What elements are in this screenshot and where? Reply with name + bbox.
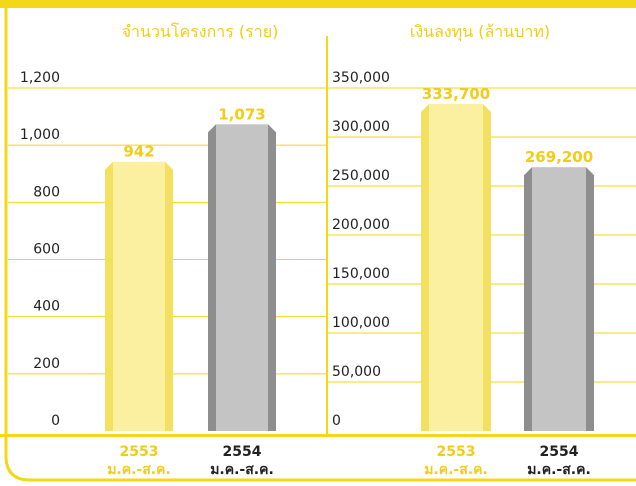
y-tick-label: 350,000 (332, 70, 390, 86)
header-banner (0, 0, 636, 8)
x-category-year: 2554 (223, 444, 262, 460)
bar-side-left (421, 103, 429, 431)
bar-2554 (208, 124, 276, 431)
bar-2553 (421, 103, 491, 431)
investment-chart: 0 50,000 100,000 150,000 200,000 250,000 300,0… (328, 70, 636, 478)
bar-side-right (268, 124, 276, 431)
bar-2553 (105, 161, 173, 431)
y-tick-label: 0 (51, 413, 60, 429)
y-tick-label: 800 (33, 184, 60, 200)
y-tick-label: 1,200 (20, 70, 60, 86)
bar-side-left (524, 167, 532, 431)
y-tick-label: 300,000 (332, 119, 390, 135)
chart-frame (4, 0, 636, 482)
bar-front (216, 124, 268, 431)
investment-chart-title: เงินลงทุน (ล้านบาท) (410, 22, 550, 42)
bar-side-left (208, 124, 216, 431)
y-tick-label: 600 (33, 242, 60, 258)
x-category-year: 2554 (540, 444, 579, 460)
data-label-2553: 942 (123, 143, 154, 161)
y-tick-label: 50,000 (332, 364, 381, 380)
projects-chart-title: จำนวนโครงการ (ราย) (122, 22, 279, 41)
bar-side-right (586, 167, 594, 431)
bar-side-right (165, 161, 173, 431)
x-category-year: 2553 (437, 444, 476, 460)
x-category-period: ม.ค.-ส.ค. (210, 462, 274, 478)
y-tick-label: 200 (33, 356, 60, 372)
x-category-year: 2553 (120, 444, 159, 460)
y-tick-label: 100,000 (332, 315, 390, 331)
bar-front (429, 103, 483, 431)
bar-front (532, 167, 586, 431)
data-label-2554: 1,073 (218, 105, 265, 123)
x-category-period: ม.ค.-ส.ค. (107, 462, 171, 478)
x-category-period: ม.ค.-ส.ค. (424, 462, 488, 478)
bar-2554 (524, 167, 594, 431)
data-label-2553: 333,700 (422, 85, 490, 103)
y-tick-label: 1,000 (20, 127, 60, 143)
x-category-period: ม.ค.-ส.ค. (527, 462, 591, 478)
y-tick-label: 150,000 (332, 266, 390, 282)
bar-front (113, 161, 165, 431)
y-tick-label: 400 (33, 299, 60, 315)
bar-side-right (483, 103, 491, 431)
data-label-2554: 269,200 (525, 148, 593, 166)
footer-divider (0, 434, 636, 437)
bar-side-left (105, 161, 113, 431)
y-tick-label: 0 (332, 413, 341, 429)
y-tick-label: 200,000 (332, 217, 390, 233)
projects-chart: 0 200 400 600 800 1,000 1,200 942 2553 ม.ค.-ส.ค. 1… (8, 70, 326, 478)
y-tick-label: 250,000 (332, 168, 390, 184)
